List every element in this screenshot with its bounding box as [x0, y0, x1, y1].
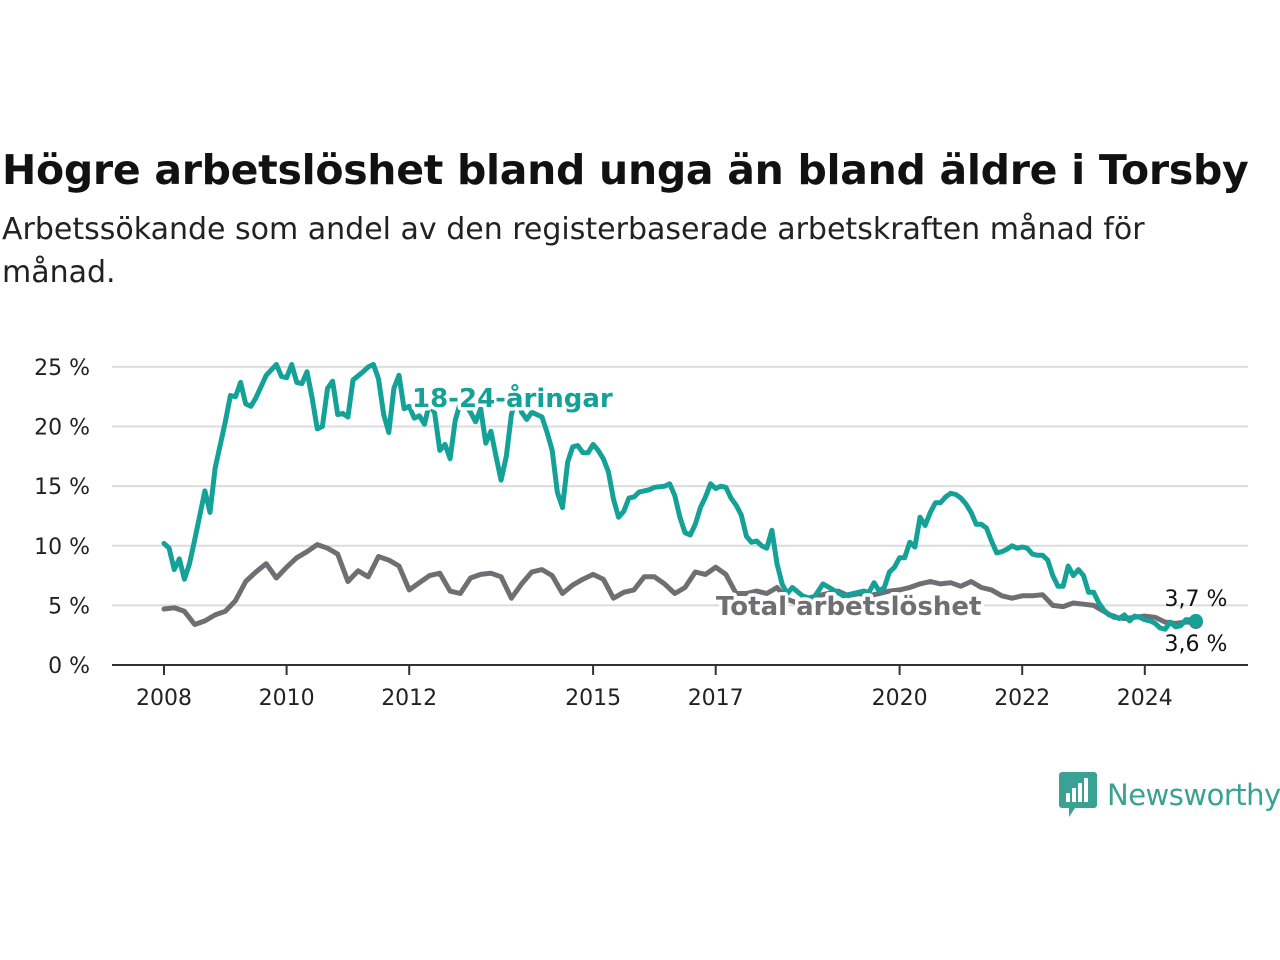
- bar-chart-speech-bubble-icon: [1059, 772, 1097, 817]
- x-tick-label: 2015: [565, 686, 621, 711]
- x-tick-label: 2024: [1117, 686, 1173, 711]
- y-tick-label: 20 %: [34, 416, 90, 441]
- series-end-dot-youth: [1188, 613, 1203, 628]
- chart-subtitle: Arbetssökande som andel av den registerb…: [2, 212, 1145, 290]
- x-tick-label: 2012: [381, 686, 437, 711]
- series-label-halo-youth: 18-24-åringar: [412, 382, 613, 414]
- x-tick-label: 2017: [688, 686, 744, 711]
- brand-logo: Newsworthy: [1059, 772, 1280, 818]
- y-tick-label: 0 %: [48, 654, 90, 679]
- series-line-total: [161, 542, 1199, 627]
- y-tick-label: 25 %: [34, 356, 90, 381]
- series-line-youth: [161, 362, 1199, 632]
- series-label-halo-total: Total arbetslöshet: [716, 592, 981, 622]
- series-label-total: Total arbetslöshet: [716, 592, 981, 622]
- x-tick-label: 2020: [872, 686, 928, 711]
- end-value-label-youth: 3,7 %: [1165, 587, 1228, 612]
- end-value-label-total: 3,6 %: [1165, 632, 1228, 657]
- x-tick-label: 2008: [136, 686, 192, 711]
- y-tick-label: 5 %: [48, 594, 90, 619]
- y-tick-label: 10 %: [34, 535, 90, 560]
- y-tick-label: 15 %: [34, 475, 90, 500]
- chart-title: Högre arbetslöshet bland unga än bland ä…: [2, 146, 1249, 194]
- x-tick-label: 2022: [994, 686, 1050, 711]
- series-label-youth: 18-24-åringar: [412, 382, 613, 414]
- x-tick-label: 2010: [259, 686, 315, 711]
- brand-name: Newsworthy: [1107, 778, 1280, 812]
